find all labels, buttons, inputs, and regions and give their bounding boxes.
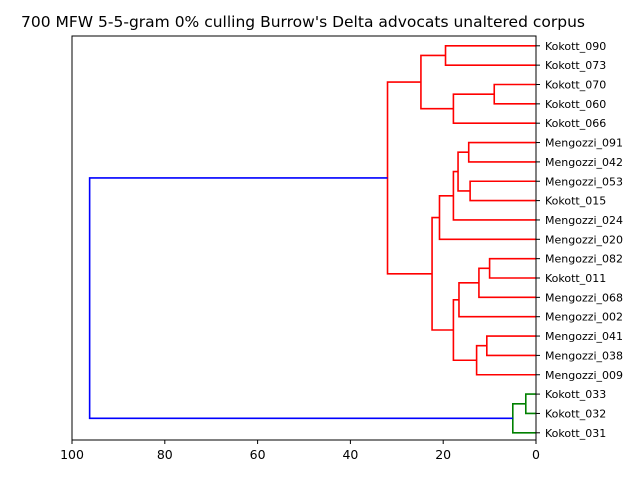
leaf-label: Kokott_011 — [545, 272, 606, 285]
x-tick-label: 100 — [60, 447, 84, 462]
dendrogram-link-m19 — [511, 402, 536, 434]
leaf-label: Kokott_032 — [545, 407, 606, 420]
leaf-label: Kokott_031 — [545, 427, 606, 440]
dendrogram-link-m18 — [524, 393, 536, 415]
dendrogram-links — [88, 45, 536, 434]
leaf-label: Mengozzi_053 — [545, 175, 623, 188]
leaf-label: Kokott_070 — [545, 79, 606, 92]
plot-frame — [71, 35, 537, 441]
leaf-label: Mengozzi_009 — [545, 369, 623, 382]
dendrogram-link-m14 — [475, 344, 536, 376]
dendrogram-link-m4 — [420, 54, 454, 110]
dendrogram-link-m17 — [386, 81, 433, 275]
dendrogram-link-m20 — [88, 177, 513, 420]
leaf-label: Mengozzi_038 — [545, 349, 623, 362]
leaf-label: Mengozzi_082 — [545, 253, 623, 266]
dendrogram-link-m11 — [478, 267, 536, 299]
leaf-label: Mengozzi_042 — [545, 156, 623, 169]
dendrogram-link-m15 — [452, 298, 477, 362]
leaf-label: Mengozzi_068 — [545, 291, 623, 304]
dendrogram-link-m5 — [467, 141, 536, 163]
dendrogram-link-m1 — [444, 45, 536, 66]
leaf-labels: Kokott_090 Kokott_073 Kokott_070 Kokott_060… — [536, 40, 623, 440]
x-tick-label: 20 — [435, 447, 451, 462]
leaf-label: Kokott_060 — [545, 98, 606, 111]
dendrogram-link-m8 — [452, 170, 536, 221]
leaf-label: Mengozzi_002 — [545, 311, 623, 324]
leaf-label: Mengozzi_020 — [545, 233, 623, 246]
leaf-label: Mengozzi_024 — [545, 214, 623, 227]
chart-title: 700 MFW 5-5-gram 0% culling Burrow's Del… — [21, 13, 585, 31]
x-tick-label: 0 — [532, 447, 540, 462]
leaf-label: Kokott_033 — [545, 388, 606, 401]
dendrogram-link-m2 — [493, 83, 536, 105]
leaf-label: Kokott_073 — [545, 59, 606, 72]
leaf-label: Kokott_066 — [545, 117, 606, 130]
dendrogram-link-m16 — [431, 216, 454, 331]
leaf-label: Mengozzi_041 — [545, 330, 623, 343]
x-axis-ticks: 100 80 60 40 20 0 — [60, 440, 540, 462]
leaf-label: Kokott_090 — [545, 40, 606, 53]
dendrogram-link-m6 — [469, 180, 536, 202]
x-tick-label: 40 — [342, 447, 358, 462]
dendrogram-link-m13 — [486, 335, 536, 357]
x-tick-label: 80 — [157, 447, 173, 462]
dendrogram-link-m12 — [458, 282, 536, 318]
leaf-label: Mengozzi_091 — [545, 137, 623, 150]
dendrogram-link-m10 — [488, 257, 536, 279]
x-tick-label: 60 — [250, 447, 266, 462]
leaf-label: Kokott_015 — [545, 195, 606, 208]
